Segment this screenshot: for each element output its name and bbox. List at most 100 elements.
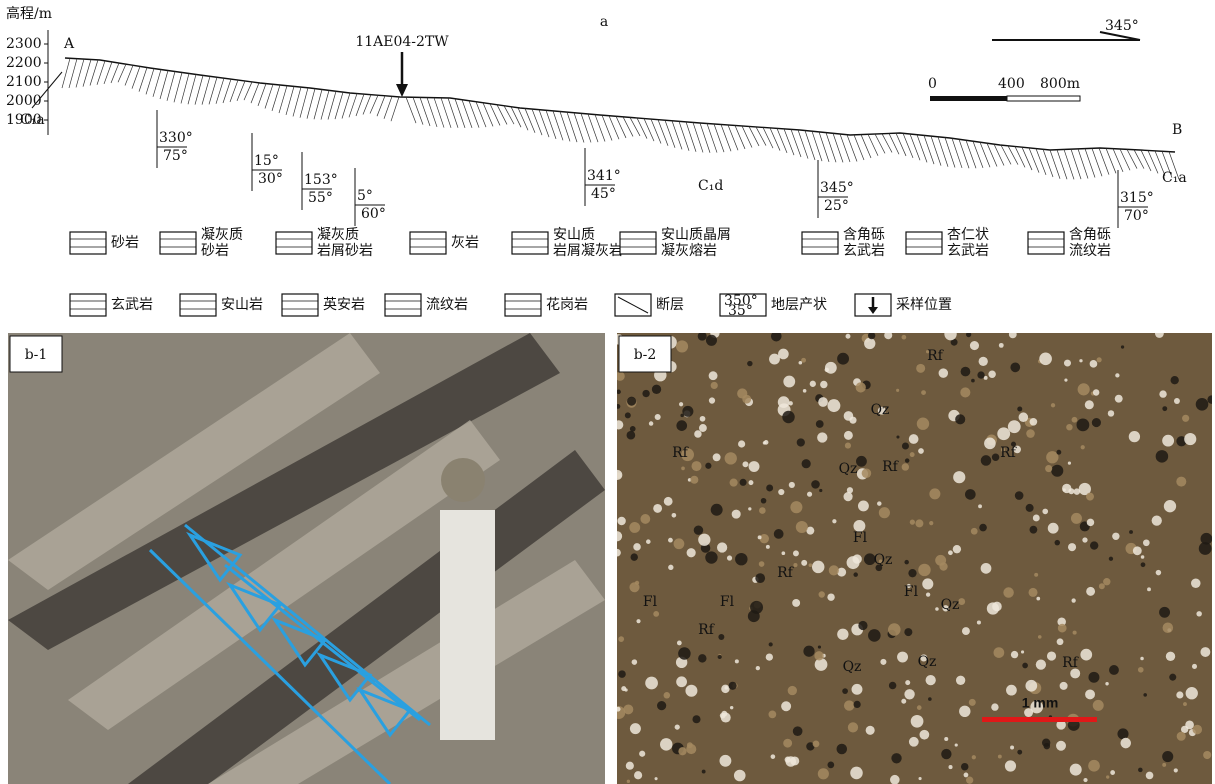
grain	[896, 435, 899, 438]
grain	[657, 701, 666, 710]
legend-icon	[620, 232, 656, 254]
grain	[1143, 693, 1147, 697]
grain	[807, 492, 812, 497]
grain	[962, 627, 970, 635]
grain	[1010, 745, 1014, 749]
hatch	[132, 66, 140, 88]
grain	[778, 349, 789, 360]
legend-label: 含角砾	[1069, 227, 1111, 243]
grain	[711, 382, 718, 389]
grain	[630, 426, 636, 432]
grain	[742, 461, 748, 467]
grain	[1051, 403, 1055, 407]
grain	[653, 504, 662, 513]
grain	[721, 685, 729, 693]
hatch	[363, 95, 371, 115]
grain	[759, 507, 766, 514]
grain	[718, 634, 724, 640]
grain	[965, 489, 976, 500]
grain	[979, 357, 988, 366]
grain	[1071, 513, 1082, 524]
attitude-dip: 75°	[163, 148, 188, 164]
grain	[730, 479, 738, 487]
legend-label: 灰岩	[451, 235, 479, 251]
grain	[997, 427, 1010, 440]
legend-icon	[160, 232, 196, 254]
grain	[811, 480, 820, 489]
scale-label: 400	[998, 76, 1025, 92]
grain	[749, 461, 760, 472]
grain	[755, 573, 765, 583]
grain	[1068, 543, 1076, 551]
grain	[1019, 412, 1029, 422]
grain	[681, 467, 685, 471]
grain	[1155, 329, 1164, 338]
attitude-strike: 341°	[587, 168, 621, 184]
elevation-tick: 2000	[6, 93, 42, 109]
grain	[719, 755, 731, 767]
grain	[846, 334, 851, 339]
grain	[1185, 721, 1194, 730]
grain	[1138, 667, 1144, 673]
grain	[1152, 515, 1162, 525]
grain	[782, 551, 786, 555]
grain	[1138, 768, 1143, 773]
attitude-strike: 345°	[820, 180, 854, 196]
grain	[740, 479, 747, 486]
grain	[732, 510, 741, 519]
grain	[792, 599, 800, 607]
hatch	[272, 85, 280, 111]
grain	[1093, 700, 1104, 711]
grain	[847, 487, 853, 493]
mineral-label: Qz	[918, 654, 937, 670]
grain	[896, 389, 899, 392]
grain	[948, 550, 953, 555]
grain	[653, 611, 659, 617]
grain	[1192, 725, 1202, 735]
grain	[1036, 597, 1040, 601]
grain	[848, 722, 858, 732]
hatch	[377, 96, 385, 116]
legend-label: 安山质	[553, 227, 595, 243]
grain	[718, 655, 722, 659]
grain	[675, 724, 680, 729]
grain	[1146, 772, 1154, 780]
grain	[849, 417, 856, 424]
grain	[727, 555, 732, 560]
grain	[630, 723, 641, 734]
grain	[793, 563, 797, 567]
legend-label: 玄武岩	[843, 242, 885, 259]
grain	[613, 549, 621, 557]
mineral-label: Qz	[839, 461, 858, 477]
grain	[742, 395, 751, 404]
grain	[692, 715, 700, 723]
grain	[621, 686, 626, 691]
grain	[868, 332, 875, 339]
grain	[910, 520, 915, 525]
grain	[910, 452, 915, 457]
grain	[1073, 631, 1077, 635]
grain	[919, 777, 922, 780]
grain	[1147, 587, 1151, 591]
hatch	[76, 59, 84, 87]
grain	[920, 730, 930, 740]
grain	[1186, 687, 1198, 699]
grain	[1005, 760, 1016, 771]
hatch	[237, 81, 245, 101]
grain	[955, 743, 958, 746]
grain	[891, 753, 901, 763]
grain	[1056, 450, 1061, 455]
grain	[911, 715, 924, 728]
grain	[679, 402, 683, 406]
hatch	[349, 94, 357, 118]
grain	[888, 623, 901, 636]
hatch	[69, 59, 77, 88]
grain	[1191, 579, 1201, 589]
grain	[1109, 665, 1119, 675]
grain	[904, 560, 908, 564]
grain	[761, 498, 767, 504]
grain	[1025, 680, 1037, 692]
grain	[627, 780, 630, 783]
grain	[827, 399, 840, 412]
grain	[918, 448, 924, 454]
